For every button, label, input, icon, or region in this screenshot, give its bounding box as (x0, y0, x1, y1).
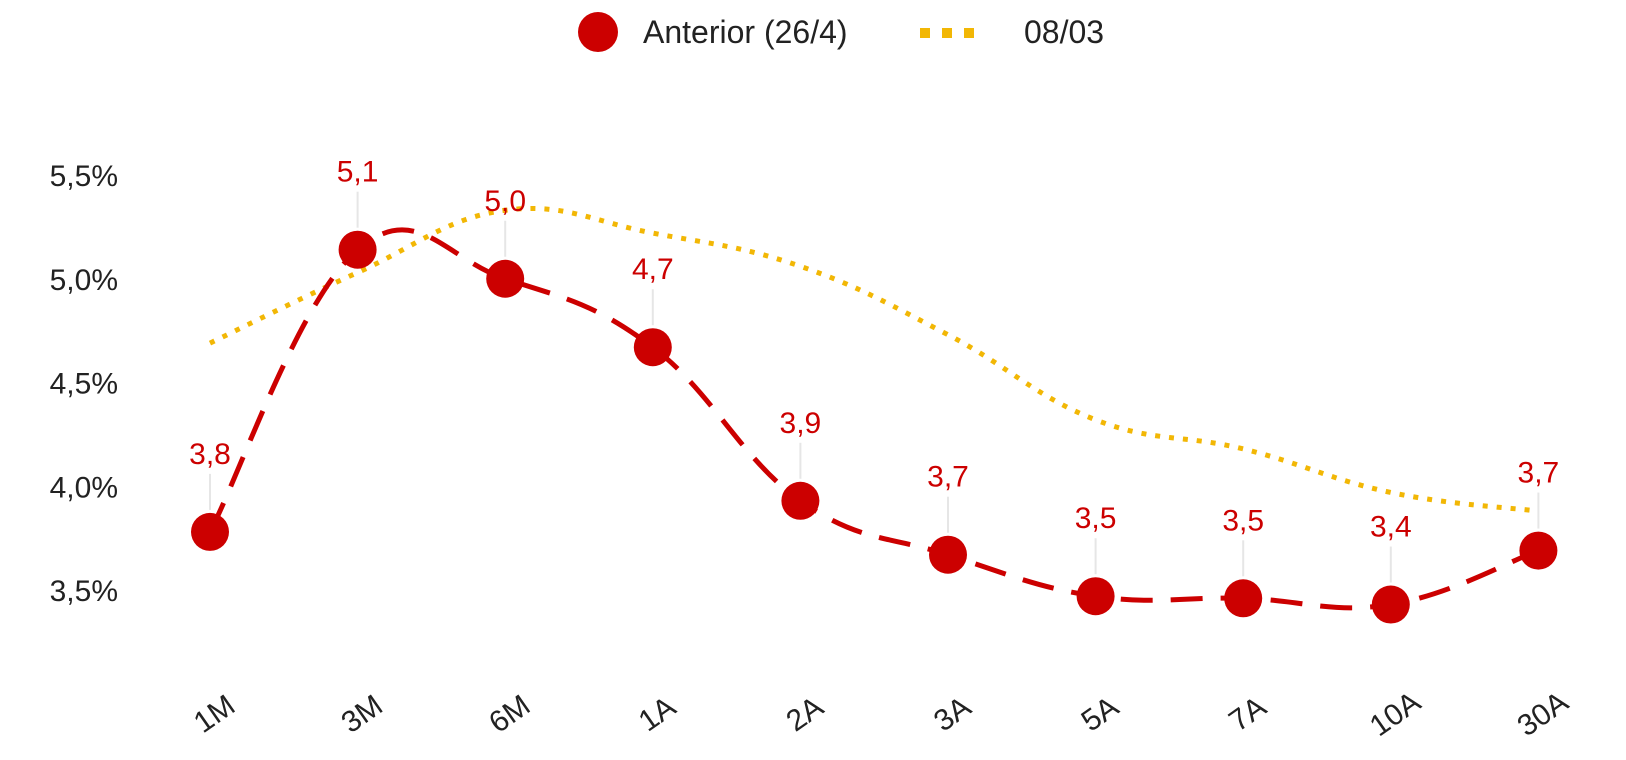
y-tick-label: 4,0% (50, 471, 118, 504)
data-point-anterior (1519, 531, 1558, 570)
data-point-anterior (191, 512, 229, 551)
y-tick-label: 4,5% (50, 368, 118, 401)
x-axis: 1M 3M 6M 1A 2A 3A 5A 7A 10A 30A (188, 685, 1574, 743)
series-layer: 3,8 5,1 5,0 4,7 3,9 3,7 3,5 3,5 3,4 3,7 (189, 156, 1559, 624)
data-label: 3,5 (1222, 504, 1264, 537)
data-point-anterior (1076, 577, 1115, 616)
data-point-anterior (1371, 585, 1410, 624)
data-label: 3,9 (780, 407, 822, 440)
x-tick-label: 5A (1076, 690, 1125, 738)
data-label: 3,4 (1370, 511, 1412, 544)
data-point-anterior (929, 535, 967, 574)
data-label: 5,0 (484, 185, 526, 218)
x-tick-label: 30A (1512, 685, 1575, 743)
y-tick-label: 5,5% (50, 160, 118, 193)
x-tick-label: 10A (1364, 685, 1427, 743)
data-point-anterior (1224, 579, 1263, 618)
x-tick-label: 6M (483, 689, 536, 740)
x-tick-label: 1A (633, 690, 682, 738)
x-tick-label: 2A (780, 690, 829, 738)
data-label: 3,5 (1075, 502, 1117, 535)
x-tick-label: 3M (336, 689, 389, 740)
data-point-anterior (338, 230, 377, 269)
legend-label-anterior: Anterior (26/4) (643, 14, 848, 50)
data-label: 3,7 (927, 461, 969, 494)
legend-marker-anterior (578, 12, 618, 52)
data-label: 4,7 (632, 253, 674, 286)
data-point-anterior (486, 259, 525, 298)
y-tick-label: 5,0% (50, 264, 118, 297)
series-line-0803 (208, 205, 1539, 514)
legend-dot (942, 28, 952, 38)
legend: Anterior (26/4) 08/03 (578, 12, 1104, 52)
y-tick-label: 3,5% (50, 575, 118, 608)
data-label: 5,1 (337, 156, 379, 189)
data-label: 3,7 (1518, 457, 1560, 490)
legend-label-0803: 08/03 (1024, 14, 1104, 50)
legend-dot (920, 28, 930, 38)
series-line-anterior (207, 227, 1540, 611)
data-label: 3,8 (189, 438, 231, 471)
x-tick-label: 7A (1223, 690, 1272, 738)
legend-dot (964, 28, 974, 38)
x-tick-label: 3A (928, 690, 977, 738)
y-axis: 3,5% 4,0% 4,5% 5,0% 5,5% (50, 160, 118, 608)
data-point-anterior (633, 328, 672, 367)
legend-marker-0803 (920, 28, 974, 38)
x-tick-label: 1M (188, 689, 241, 740)
data-point-anterior (781, 481, 820, 520)
